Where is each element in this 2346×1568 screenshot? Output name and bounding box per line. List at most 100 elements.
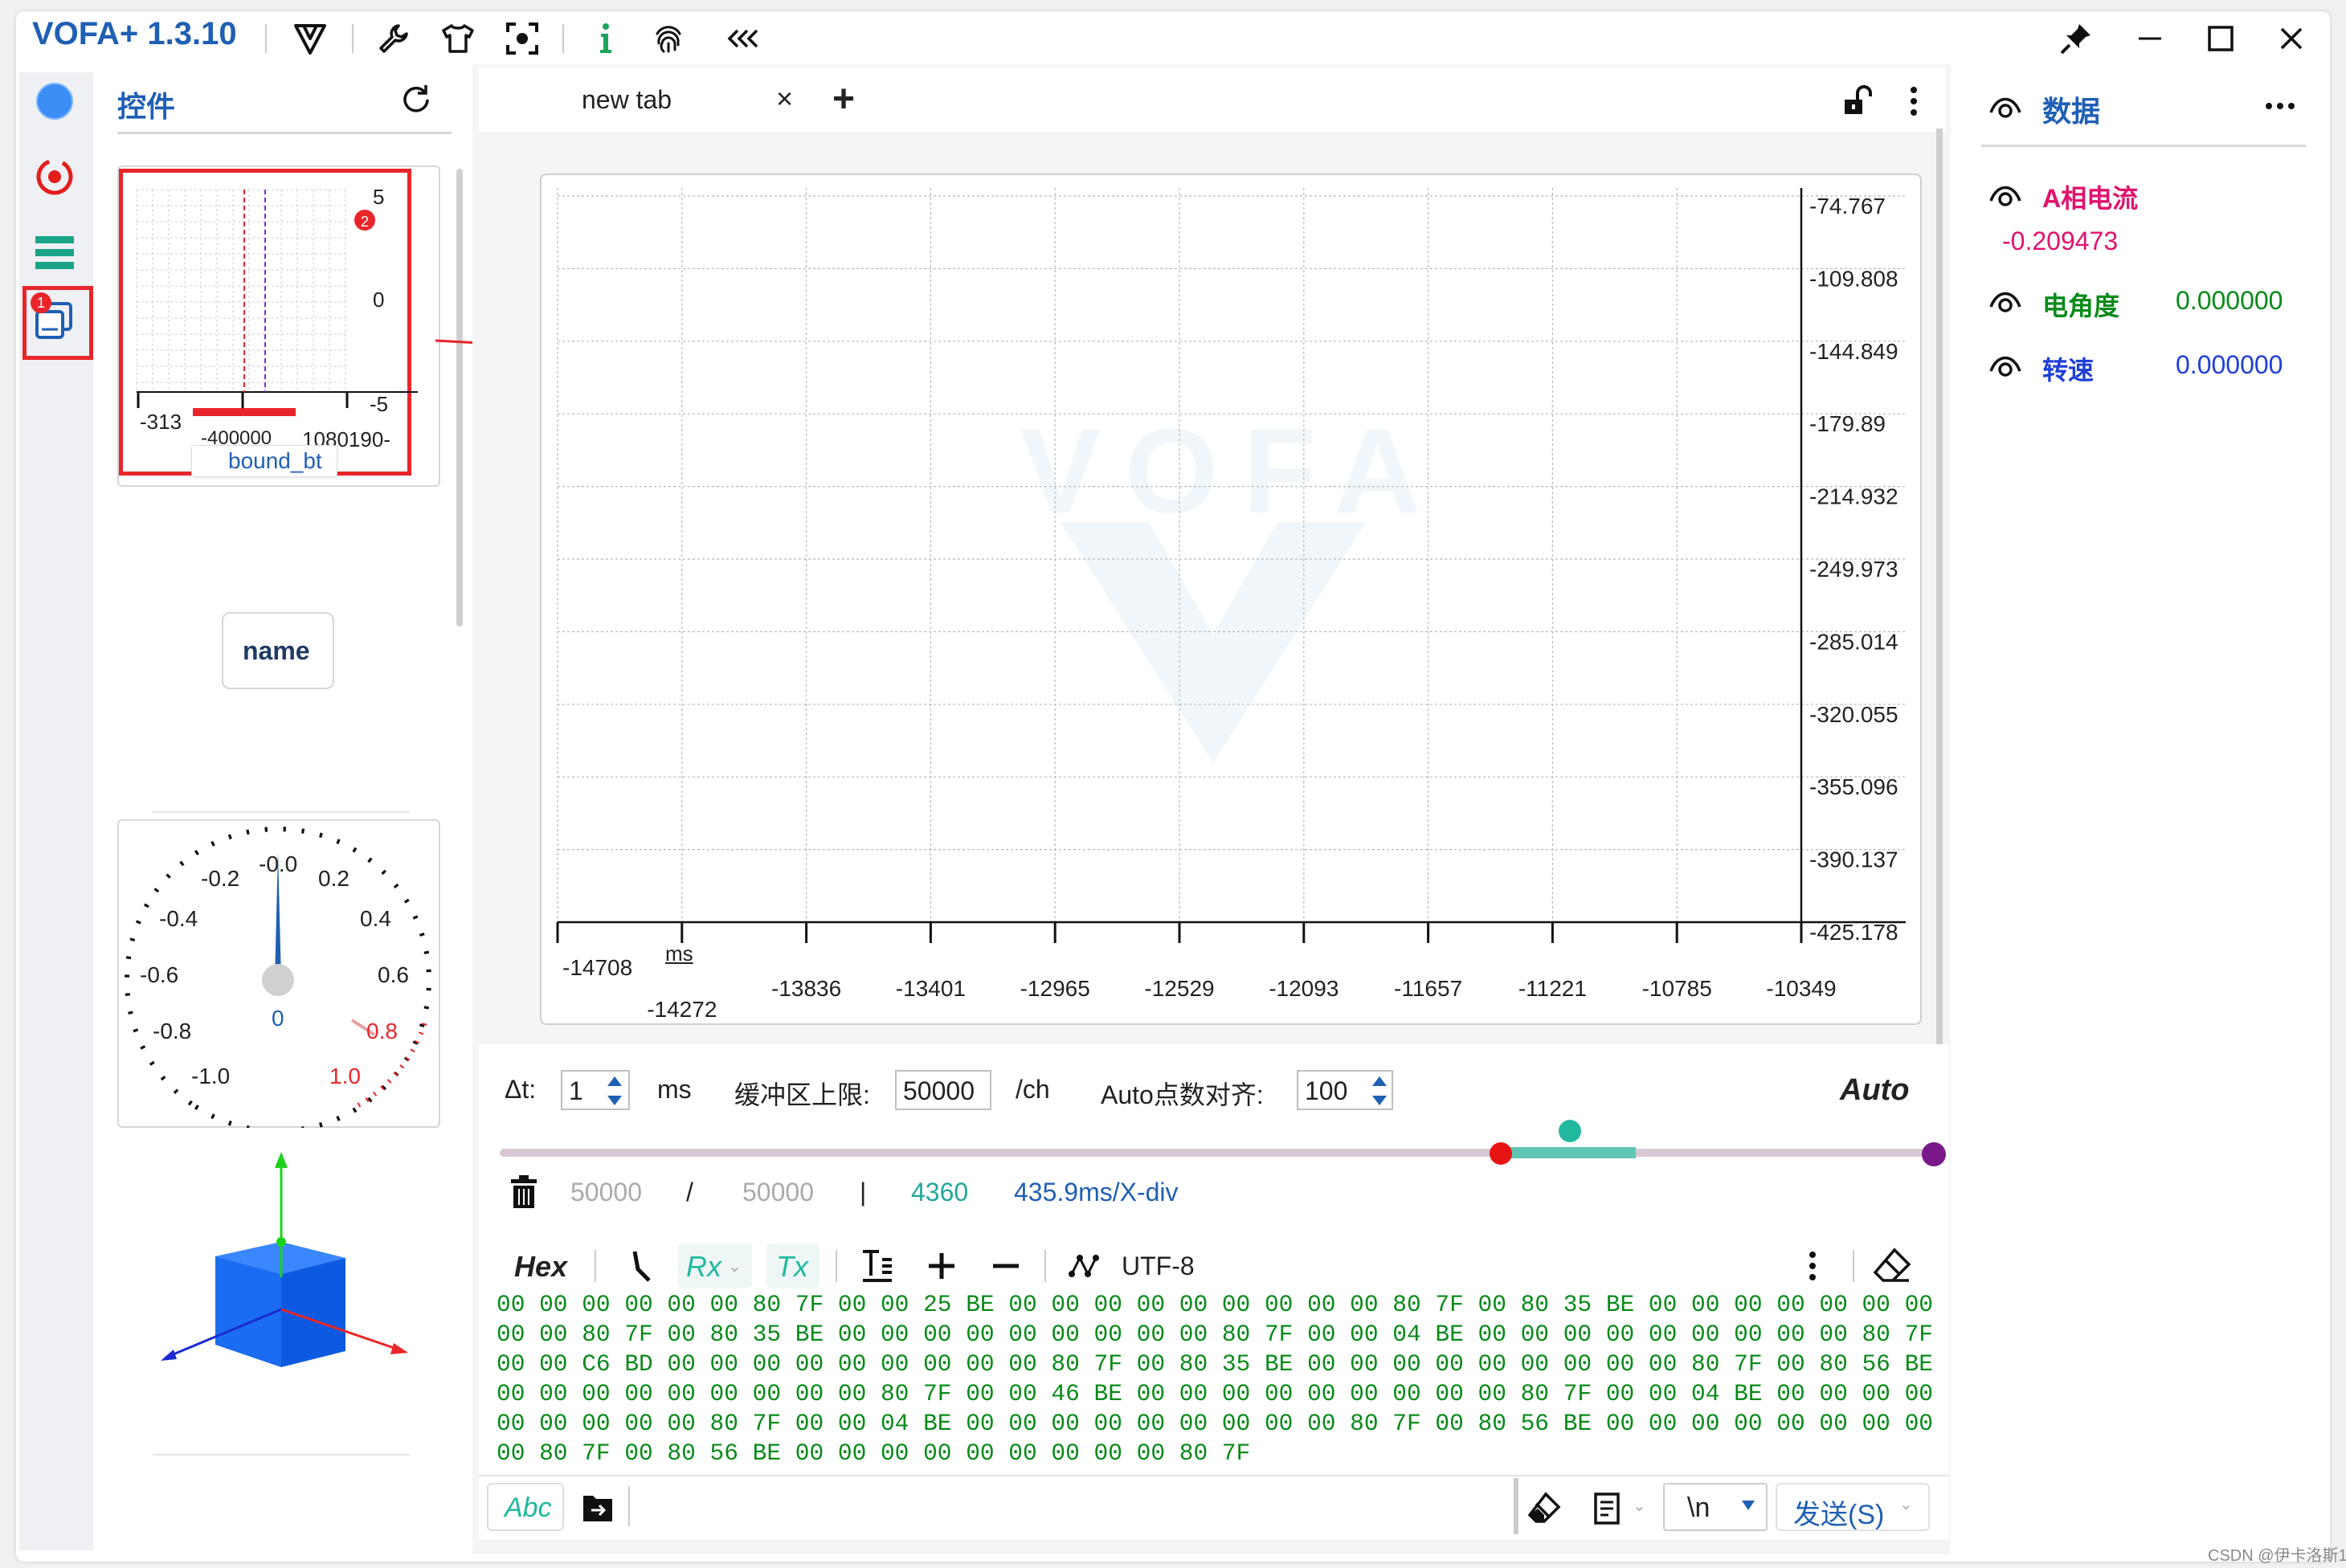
tab-add-icon[interactable]: + bbox=[832, 78, 856, 120]
close-icon[interactable] bbox=[2274, 21, 2309, 56]
dt-spinner-icon[interactable] bbox=[604, 1073, 625, 1109]
newline-chevron-down-icon[interactable] bbox=[1740, 1497, 1756, 1513]
data-panel-underline bbox=[1981, 145, 2306, 147]
eye-icon[interactable] bbox=[1988, 284, 2023, 316]
count-separator: / bbox=[686, 1178, 693, 1207]
auto-align-label: Auto点数对齐: bbox=[1101, 1080, 1264, 1109]
send-button[interactable] bbox=[1776, 1483, 1930, 1531]
newline-value: \n bbox=[1687, 1492, 1710, 1523]
send-chevron-down-icon[interactable]: ⌄ bbox=[1899, 1496, 1913, 1513]
collapse-icon[interactable] bbox=[726, 21, 762, 56]
abc-toggle[interactable] bbox=[487, 1483, 564, 1531]
range-slider-window[interactable] bbox=[1501, 1147, 1636, 1158]
timestamp-icon[interactable] bbox=[628, 1248, 657, 1284]
zoom-in-icon[interactable] bbox=[926, 1250, 958, 1282]
cube-3d-widget[interactable] bbox=[153, 1149, 418, 1398]
waveform-icon[interactable] bbox=[1069, 1250, 1104, 1282]
count-current: 50000 bbox=[570, 1178, 642, 1207]
y-tick-label: -144.849 bbox=[1809, 339, 1898, 364]
menu-icon[interactable] bbox=[34, 233, 76, 275]
eye-icon[interactable] bbox=[1988, 90, 2023, 122]
widgets-highlight bbox=[22, 286, 93, 360]
mini-plot-x-label: -313 bbox=[140, 410, 182, 434]
y-tick-label: -425.178 bbox=[1809, 920, 1898, 945]
time-per-div: 435.9ms/X-div bbox=[1014, 1178, 1179, 1207]
shirt-icon[interactable] bbox=[440, 21, 476, 56]
plot-card[interactable] bbox=[540, 174, 1922, 1025]
gauge-label: -1.0 bbox=[191, 1064, 231, 1088]
trash-icon[interactable] bbox=[508, 1174, 540, 1210]
send-bar bbox=[479, 1475, 1949, 1539]
info-icon[interactable] bbox=[588, 21, 623, 56]
vofa-watermark-logo bbox=[1061, 522, 1366, 763]
minimize-icon[interactable] bbox=[2132, 21, 2168, 56]
clear-input-icon[interactable] bbox=[1527, 1491, 1562, 1526]
widgets-icon[interactable] bbox=[34, 300, 76, 342]
history-icon[interactable] bbox=[1591, 1491, 1623, 1526]
range-slider-right-handle[interactable] bbox=[1922, 1142, 1946, 1166]
range-slider-left-handle[interactable] bbox=[1490, 1142, 1512, 1165]
x-tick-label: -10785 bbox=[1642, 976, 1712, 1001]
auto-align-input[interactable]: 100 bbox=[1297, 1070, 1393, 1110]
zoom-out-icon[interactable] bbox=[990, 1250, 1022, 1282]
gauge-label: -0.2 bbox=[201, 866, 240, 891]
range-slider-track[interactable] bbox=[500, 1149, 1935, 1157]
tx-toggle[interactable] bbox=[766, 1243, 819, 1288]
mini-plot-card[interactable] bbox=[117, 165, 440, 487]
widgets-scrollbar[interactable] bbox=[456, 169, 463, 627]
wrench-icon[interactable] bbox=[376, 21, 411, 56]
buffer-input[interactable]: 50000 bbox=[895, 1070, 991, 1110]
dt-value: 1 bbox=[569, 1076, 583, 1105]
range-slider-center-handle[interactable] bbox=[1559, 1120, 1581, 1142]
record-icon[interactable] bbox=[34, 156, 76, 198]
vofa-logo-icon[interactable] bbox=[292, 21, 328, 56]
refresh-icon[interactable] bbox=[398, 82, 434, 117]
rx-toggle[interactable] bbox=[678, 1243, 752, 1288]
x-tick-label: -14272 bbox=[647, 997, 717, 1022]
bound-chip[interactable] bbox=[191, 445, 337, 477]
send-file-icon[interactable] bbox=[580, 1489, 615, 1525]
y-tick-label: -109.808 bbox=[1809, 266, 1898, 291]
rx-divider bbox=[595, 1250, 596, 1282]
gauge-top-label: -0.0 bbox=[259, 851, 298, 876]
connection-status-icon[interactable] bbox=[34, 80, 76, 122]
rail-badge: 1 bbox=[31, 292, 51, 313]
buffer-label: 缓冲区上限: bbox=[734, 1080, 870, 1109]
widget-divider bbox=[153, 1454, 410, 1456]
gauge-label: 0.2 bbox=[318, 866, 349, 891]
encoding-label[interactable]: UTF-8 bbox=[1122, 1252, 1195, 1280]
stats-separator: | bbox=[860, 1178, 867, 1207]
rx-divider bbox=[1853, 1250, 1854, 1282]
data-more-icon[interactable] bbox=[2262, 90, 2298, 122]
rx-more-icon[interactable] bbox=[1796, 1248, 1829, 1284]
widgets-title: 控件 bbox=[117, 90, 176, 123]
app-title: VOFA+ 1.3.10 bbox=[32, 16, 237, 51]
history-chevron-down-icon[interactable]: ⌄ bbox=[1633, 1497, 1646, 1515]
auto-align-spinner-icon[interactable] bbox=[1369, 1073, 1390, 1109]
maximize-icon[interactable] bbox=[2203, 21, 2238, 56]
rx-chevron-down-icon[interactable]: ⌄ bbox=[728, 1258, 742, 1276]
y-tick-label: -390.137 bbox=[1809, 847, 1898, 872]
plot-scrollbar[interactable] bbox=[1936, 129, 1943, 1044]
mini-plot-y-label: 5 bbox=[373, 185, 385, 209]
buffer-value: 50000 bbox=[903, 1076, 975, 1105]
fingerprint-icon[interactable] bbox=[651, 21, 686, 56]
unlock-icon[interactable] bbox=[1840, 84, 1875, 119]
eraser-icon[interactable] bbox=[1872, 1247, 1912, 1285]
plot-graph[interactable]: -74.767 -109.808 -144.849 -179.89 -214.932 -2… bbox=[540, 174, 1922, 1025]
auto-button[interactable]: Auto bbox=[1840, 1073, 1910, 1107]
hex-toggle[interactable]: Hex bbox=[514, 1250, 568, 1283]
data-panel bbox=[1951, 64, 2330, 1554]
dt-input[interactable]: 1 bbox=[561, 1070, 630, 1110]
tab-close-icon[interactable]: × bbox=[776, 82, 794, 115]
name-button[interactable] bbox=[222, 612, 334, 689]
pin-icon[interactable] bbox=[2058, 21, 2094, 56]
camera-focus-icon[interactable] bbox=[505, 21, 540, 56]
gauge-label: -0.8 bbox=[153, 1019, 192, 1043]
more-vertical-icon[interactable] bbox=[1896, 84, 1931, 119]
eye-icon[interactable] bbox=[1988, 178, 2023, 210]
newline-select[interactable] bbox=[1663, 1483, 1768, 1531]
eye-icon[interactable] bbox=[1988, 349, 2023, 381]
text-format-icon[interactable] bbox=[860, 1248, 895, 1284]
tab-new-tab[interactable] bbox=[495, 76, 815, 129]
